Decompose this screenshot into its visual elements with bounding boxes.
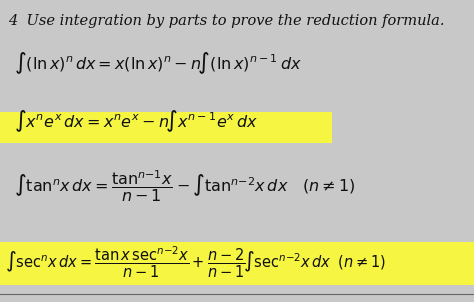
Text: $\int x^{n}e^{x}\, dx = x^{n}e^{x} - n\!\int x^{n-1}e^{x}\, dx$: $\int x^{n}e^{x}\, dx = x^{n}e^{x} - n\!…: [14, 108, 258, 134]
Text: $\int \tan^{n}\!x\, dx = \dfrac{\tan^{n-1}\!x}{n-1} - \int \tan^{n-2}\!x\, dx \q: $\int \tan^{n}\!x\, dx = \dfrac{\tan^{n-…: [14, 168, 356, 204]
Text: 4  Use integration by parts to prove the reduction formula.: 4 Use integration by parts to prove the …: [9, 14, 445, 27]
Text: $\int \sec^{n}\!x\, dx = \dfrac{\tan x\, \sec^{n-2}\!x}{n-1} + \dfrac{n-2}{n-1}\: $\int \sec^{n}\!x\, dx = \dfrac{\tan x\,…: [5, 245, 386, 280]
Text: $\int (\mathrm{ln}\, x)^{n}\, dx = x(\mathrm{ln}\, x)^{n} - n\!\int (\mathrm{ln}: $\int (\mathrm{ln}\, x)^{n}\, dx = x(\ma…: [14, 50, 302, 76]
FancyBboxPatch shape: [0, 242, 474, 285]
FancyBboxPatch shape: [0, 112, 332, 143]
